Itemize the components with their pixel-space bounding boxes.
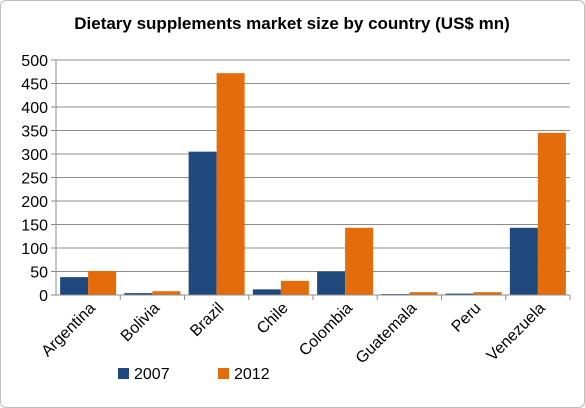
y-tick-label: 50 [30,265,48,282]
y-tick-label: 0 [39,288,48,305]
bar-2012-bolivia [152,291,181,295]
chart-title: Dietary supplements market size by count… [74,14,510,33]
y-tick-label: 450 [21,77,48,94]
x-category-label: Venezuela [484,300,549,365]
bar-2007-peru [445,293,474,295]
bar-2007-venezuela [509,227,538,295]
x-category-label: Argentina [38,300,99,361]
x-axis: Argentina Bolivia Brazil Chile ColombiaGuate… [38,294,571,367]
legend-label-2012: 2012 [234,366,270,383]
gridlines [56,59,570,296]
bar-2012-colombia [345,227,374,295]
y-axis: 0 50 100 150 200 250 300 350 400 450 500 [21,53,57,305]
x-category-label: Guatemala [353,300,420,367]
x-category-label: Bolivia [118,300,163,345]
y-tick-label: 100 [21,241,48,258]
x-category-label: Chile [254,300,292,338]
bar-2012-brazil [216,73,245,295]
y-tick-label: 350 [21,124,48,141]
y-tick-label: 500 [21,53,48,70]
bars [60,73,566,295]
x-category-label: Peru [449,300,485,336]
y-tick-label: 150 [21,218,48,235]
bar-2012-guatemala [409,292,438,295]
bar-2012-peru [473,292,502,295]
bar-2007-chile [252,289,281,295]
bar-2007-colombia [317,271,346,295]
bar-2012-venezuela [537,132,566,295]
y-tick-label: 250 [21,171,48,188]
legend: 2007 2012 [118,366,270,383]
legend-label-2007: 2007 [134,366,170,383]
bar-2007-brazil [188,151,217,295]
legend-swatch-2007 [118,368,129,379]
x-category-label: Colombia [296,300,356,360]
bar-2012-argentina [88,271,117,295]
bar-2007-argentina [60,277,89,295]
legend-swatch-2012 [218,368,229,379]
bar-2007-bolivia [124,293,153,295]
y-tick-label: 300 [21,147,48,164]
y-tick-label: 400 [21,100,48,117]
y-tick-label: 200 [21,194,48,211]
x-category-label: Brazil [187,300,227,340]
bar-2012-chile [280,280,309,295]
